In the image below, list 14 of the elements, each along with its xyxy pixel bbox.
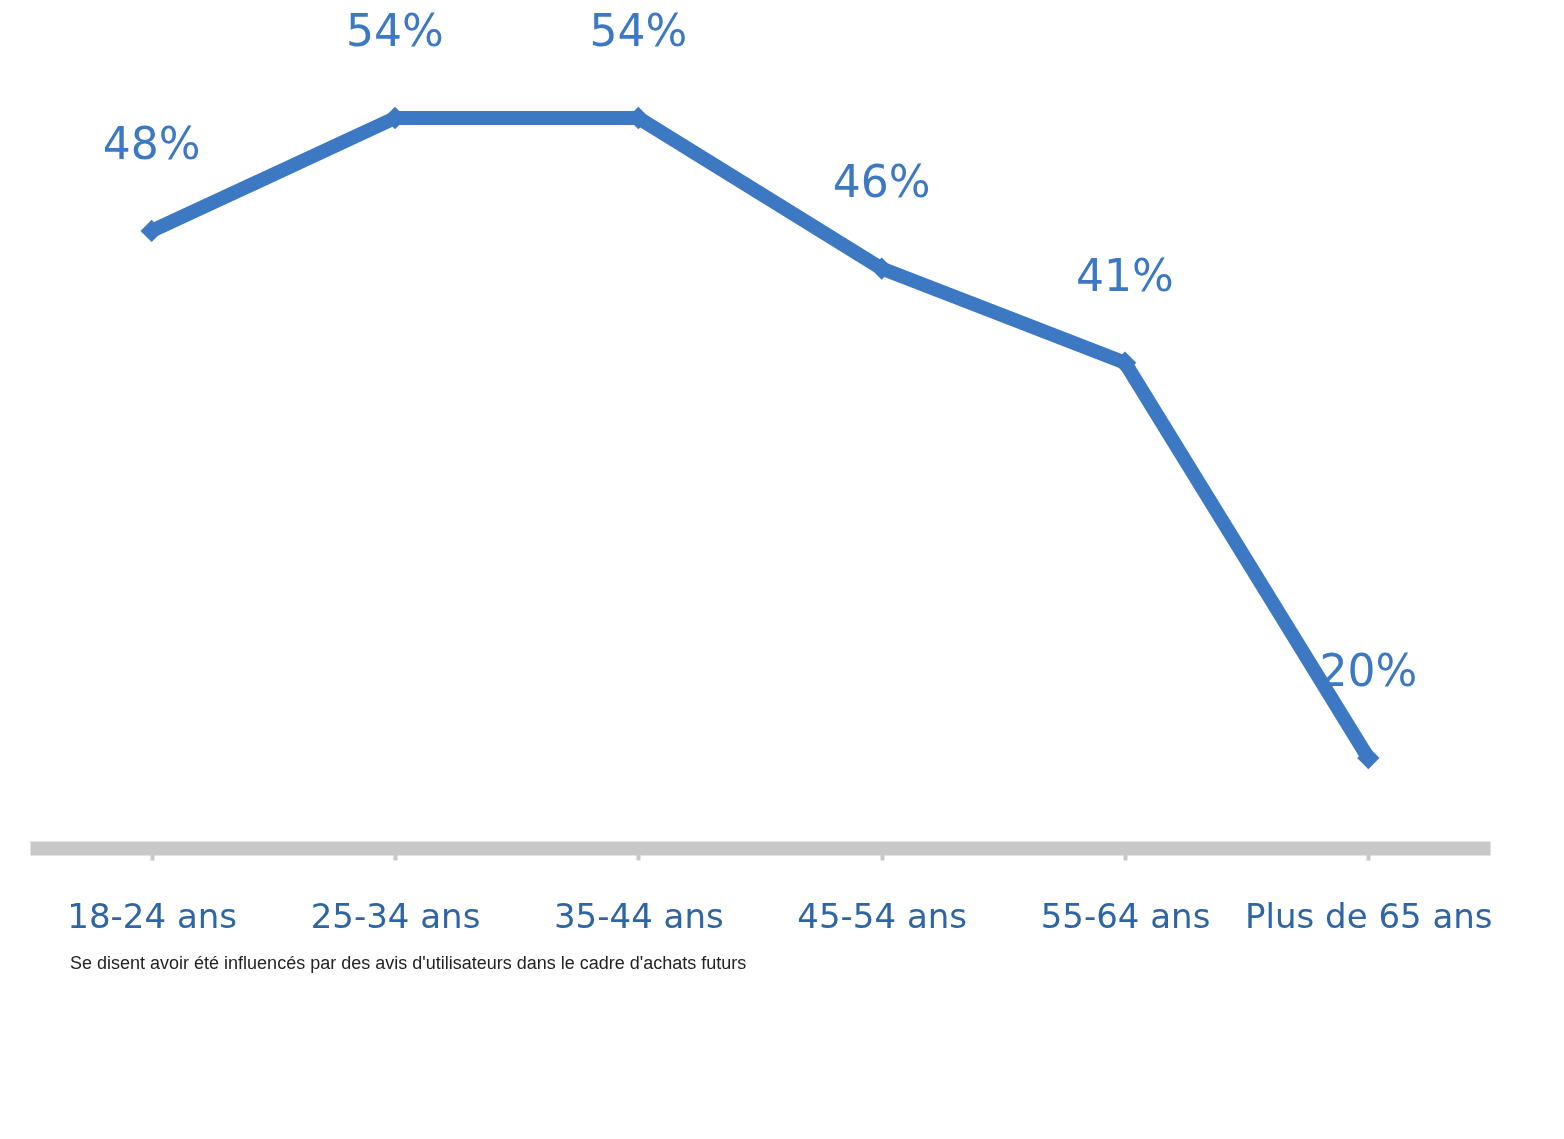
x-tick-label: 55-64 ans xyxy=(1040,895,1211,936)
x-tick-label: 25-34 ans xyxy=(310,895,481,936)
x-tick-label: 45-54 ans xyxy=(797,895,968,936)
data-label: 20% xyxy=(1319,645,1418,696)
data-label: 46% xyxy=(832,155,931,207)
x-tick-label: 18-24 ans xyxy=(67,895,238,936)
text: Se disent avoir été influencés par des avis d'utilisateurs dans le cadre d'achats futurs xyxy=(70,953,747,973)
x-tick-label: Plus de 65 ans xyxy=(1245,895,1493,936)
data-label: 48% xyxy=(102,117,201,169)
data-label: 41% xyxy=(1076,249,1174,301)
point xyxy=(1357,746,1380,770)
data-label: 54% xyxy=(589,5,688,56)
data-label: 54% xyxy=(346,5,444,56)
x-tick-label: 35-44 ans xyxy=(553,895,724,936)
